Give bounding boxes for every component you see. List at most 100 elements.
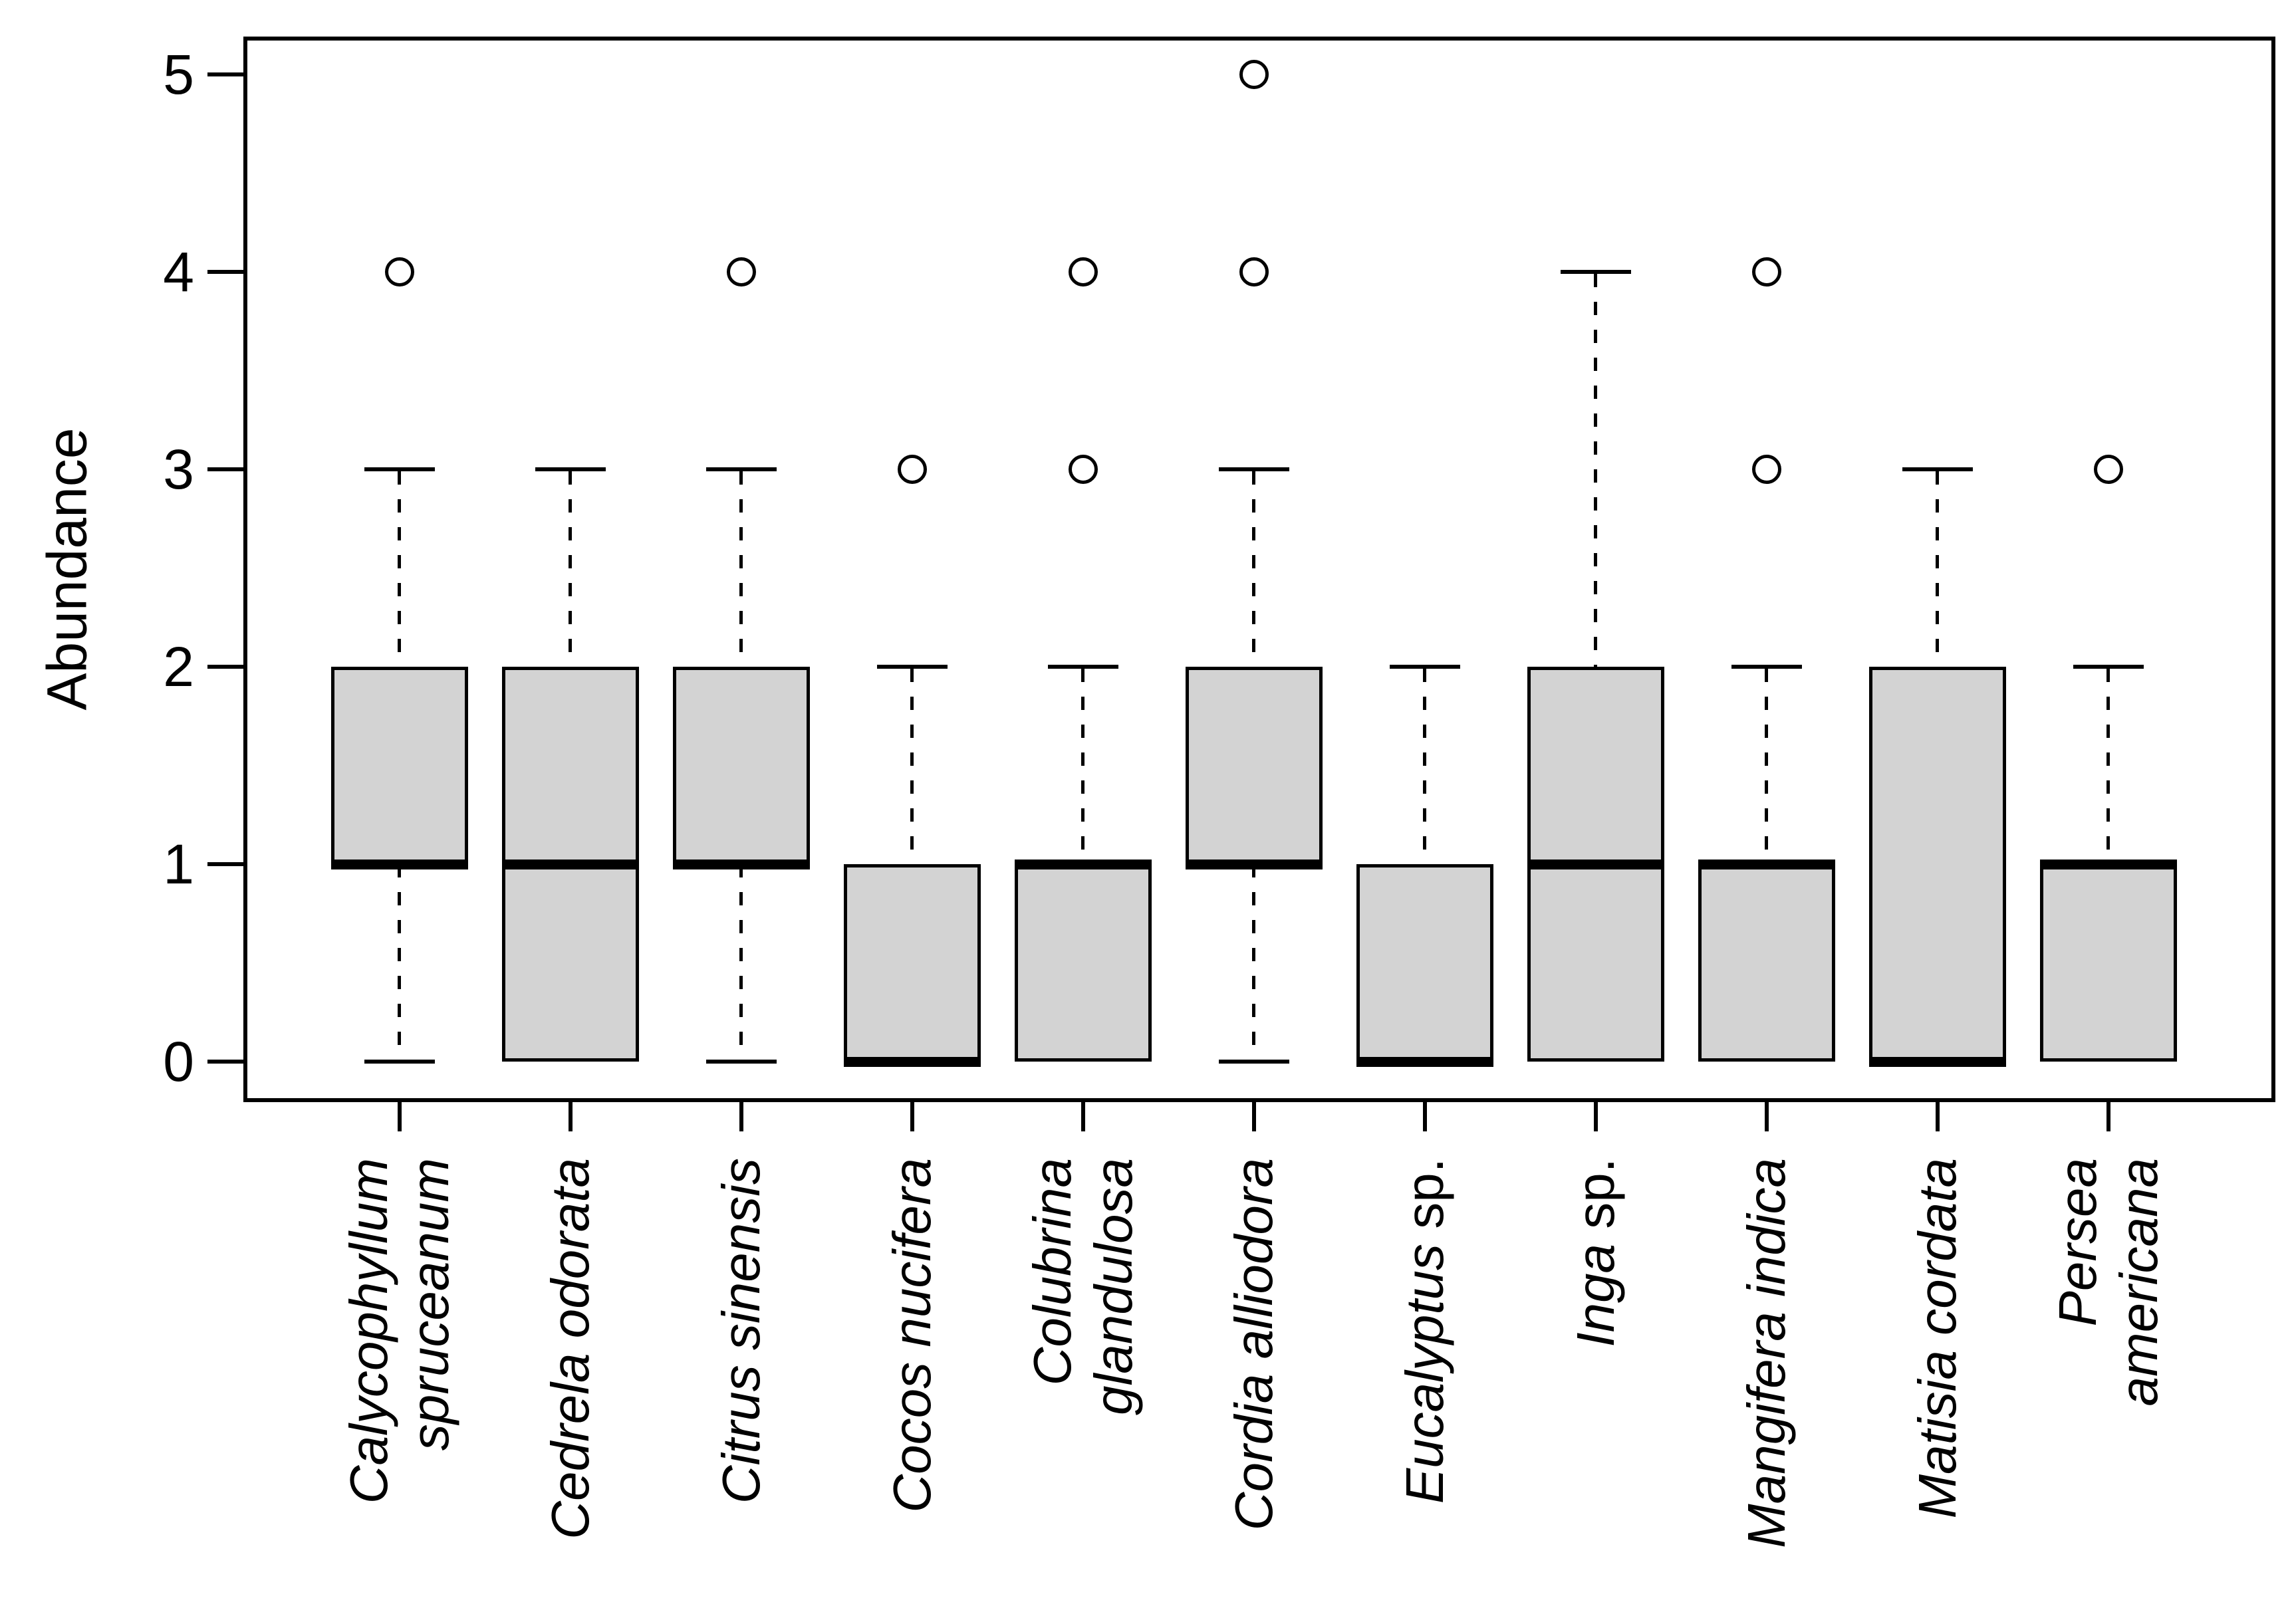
- x-axis-label-line: Matisia cordata: [1907, 1158, 1968, 1597]
- x-axis-label: Cocos nucifera: [882, 1158, 943, 1597]
- species-name-text: Persea: [2048, 1158, 2107, 1327]
- x-axis-label: Calycophyllum spruceanum: [338, 1158, 461, 1597]
- whisker-upper: [2106, 669, 2110, 864]
- y-tick: [207, 665, 243, 669]
- species-name-text: Cordia alliodora: [1224, 1158, 1283, 1531]
- box-iqr: [673, 667, 810, 864]
- x-axis-label: Mangifera indica: [1736, 1158, 1797, 1597]
- whisker-upper: [910, 669, 914, 864]
- x-axis-label: Colubrina glandulosa: [1022, 1158, 1144, 1597]
- y-tick: [207, 467, 243, 471]
- species-name-text: glandulosa: [1084, 1158, 1143, 1415]
- whisker-cap-upper: [706, 467, 777, 471]
- x-tick: [2106, 1102, 2110, 1131]
- whisker-cap-upper: [2073, 665, 2144, 669]
- species-name-text: Colubrina: [1023, 1158, 1082, 1386]
- x-tick: [1594, 1102, 1598, 1131]
- box-iqr: [1698, 864, 1835, 1062]
- species-name-text: americana: [2109, 1158, 2168, 1407]
- x-axis-label-line: Colubrina: [1022, 1158, 1083, 1597]
- whisker-upper: [398, 471, 401, 667]
- box-iqr: [331, 667, 468, 864]
- whisker-cap-upper: [877, 665, 948, 669]
- x-tick: [569, 1102, 573, 1131]
- y-axis-title: Abundance: [36, 37, 98, 1102]
- box-iqr: [844, 864, 981, 1062]
- box-iqr: [1015, 864, 1152, 1062]
- outlier-point: [898, 455, 927, 484]
- box-median: [502, 860, 639, 869]
- outlier-point: [1752, 257, 1781, 287]
- box-median: [1186, 860, 1323, 869]
- y-tick-label: 5: [163, 43, 194, 106]
- box-median: [1527, 860, 1664, 869]
- x-tick: [1423, 1102, 1427, 1131]
- box-iqr: [1186, 667, 1323, 864]
- whisker-upper: [1423, 669, 1426, 864]
- y-tick: [207, 1060, 243, 1064]
- box-iqr: [1869, 667, 2006, 1062]
- whisker-cap-upper: [1048, 665, 1118, 669]
- whisker-cap-lower: [364, 1060, 435, 1064]
- species-name-text: Matisia cordata: [1908, 1158, 1967, 1519]
- x-tick: [1765, 1102, 1769, 1131]
- x-tick: [739, 1102, 743, 1131]
- x-axis-label: Eucalyptus sp.: [1394, 1158, 1456, 1597]
- x-axis-label-line: Cordia alliodora: [1223, 1158, 1285, 1597]
- whisker-cap-lower: [1219, 1060, 1289, 1064]
- box-median: [1698, 860, 1835, 869]
- species-name-text: Calycophyllum: [339, 1158, 398, 1504]
- x-axis-label-line: Calycophyllum: [338, 1158, 400, 1597]
- y-tick: [207, 862, 243, 866]
- x-axis-label-line: Citrus sinensis: [711, 1158, 772, 1597]
- whisker-cap-upper: [535, 467, 606, 471]
- outlier-point: [1752, 455, 1781, 484]
- outlier-point: [385, 257, 414, 287]
- whisker-lower: [739, 864, 743, 1060]
- x-axis-label-line: Persea: [2047, 1158, 2108, 1597]
- y-tick-label: 2: [163, 635, 194, 698]
- x-tick: [1936, 1102, 1940, 1131]
- whisker-cap-upper: [1219, 467, 1289, 471]
- x-axis-label-line: Cedrela odorata: [540, 1158, 601, 1597]
- outlier-point: [727, 257, 756, 287]
- outlier-point: [1069, 455, 1098, 484]
- x-axis-label-line: Eucalyptus sp.: [1394, 1158, 1456, 1597]
- y-tick-label: 0: [163, 1030, 194, 1093]
- species-name-suffix: sp.: [1395, 1158, 1454, 1244]
- species-name-text: Cedrela odorata: [541, 1158, 600, 1540]
- x-axis-label-line: Cocos nucifera: [882, 1158, 943, 1597]
- x-axis-label: Matisia cordata: [1907, 1158, 1968, 1597]
- species-name-text: Eucalyptus: [1395, 1243, 1454, 1504]
- box-median: [1015, 860, 1152, 869]
- box-median: [1869, 1057, 2006, 1067]
- box-median: [1356, 1057, 1493, 1067]
- x-axis-label: Cordia alliodora: [1223, 1158, 1285, 1597]
- y-tick-label: 4: [163, 241, 194, 303]
- whisker-lower: [1252, 864, 1255, 1060]
- box-median: [673, 860, 810, 869]
- whisker-cap-upper: [1561, 270, 1631, 274]
- x-axis-label-line: Mangifera indica: [1736, 1158, 1797, 1597]
- outlier-point: [2094, 455, 2123, 484]
- whisker-upper: [1765, 669, 1768, 864]
- x-axis-label-line: Inga sp.: [1565, 1158, 1626, 1597]
- outlier-point: [1069, 257, 1098, 287]
- species-name-suffix: sp.: [1566, 1158, 1625, 1244]
- x-axis-label: Citrus sinensis: [711, 1158, 772, 1597]
- box-median: [331, 860, 468, 869]
- x-tick: [910, 1102, 914, 1131]
- y-tick: [207, 270, 243, 274]
- whisker-upper: [1081, 669, 1084, 864]
- x-axis-label-line: glandulosa: [1083, 1158, 1144, 1597]
- whisker-upper: [1252, 471, 1255, 667]
- y-tick-label: 1: [163, 833, 194, 895]
- species-name-text: Inga: [1566, 1243, 1625, 1347]
- outlier-point: [1239, 257, 1269, 287]
- x-tick: [1252, 1102, 1256, 1131]
- box-median: [844, 1057, 981, 1067]
- x-axis-label-line: spruceanum: [400, 1158, 461, 1597]
- x-axis-label: Persea americana: [2047, 1158, 2170, 1597]
- whisker-upper: [569, 471, 572, 667]
- box-median: [2040, 860, 2177, 869]
